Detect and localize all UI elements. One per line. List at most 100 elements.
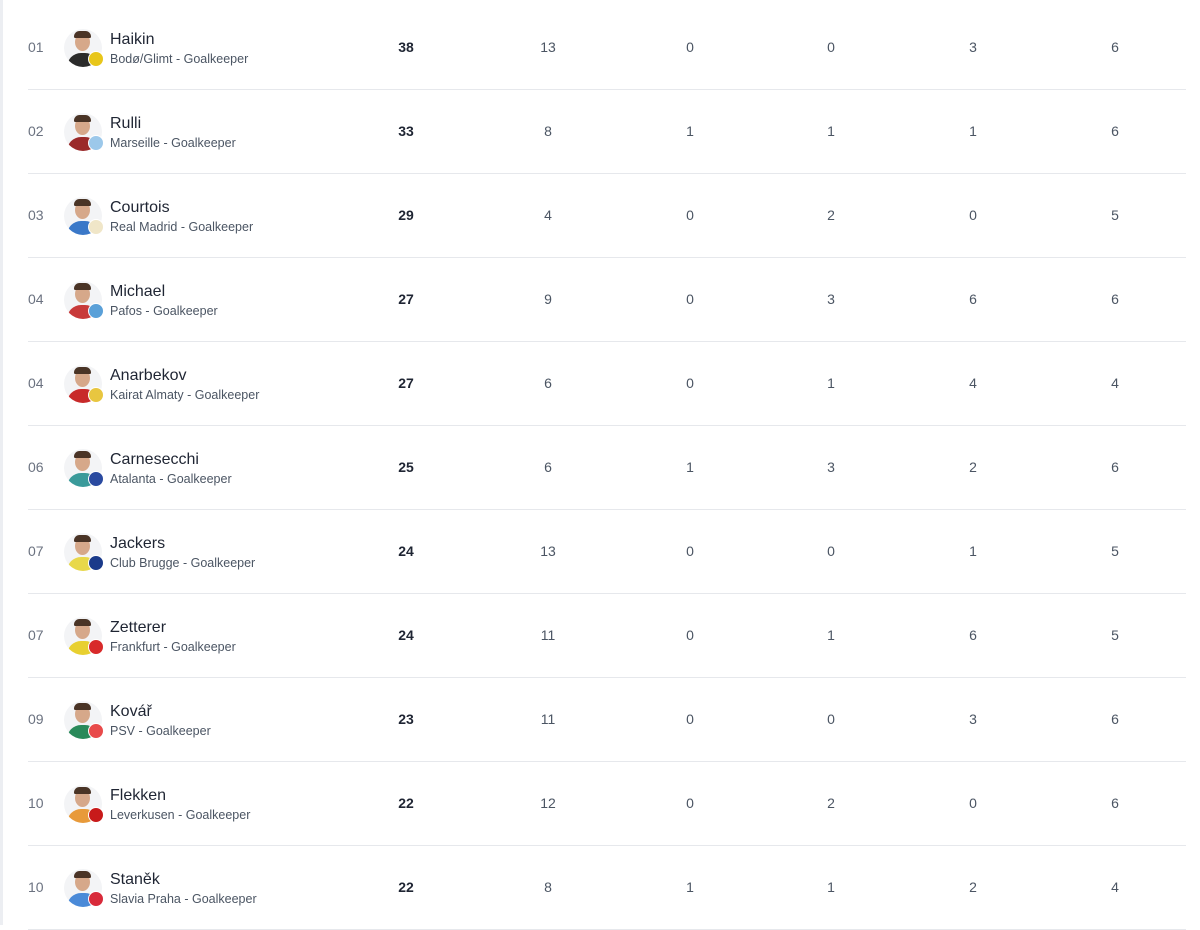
player-row[interactable]: 04 Michael Pafos - Goalkeeper 27 9 0 3 6 6 xyxy=(28,257,1186,342)
player-row[interactable]: 10 Staněk Slavia Praha - Goalkeeper 22 8 1 1… xyxy=(28,845,1186,930)
player-name[interactable]: Courtois xyxy=(110,199,170,216)
player-team-position: Club Brugge - Goalkeeper xyxy=(110,556,256,570)
player-name[interactable]: Staněk xyxy=(110,871,160,888)
stat-value: 4 xyxy=(1111,375,1119,391)
stat-value: 1 xyxy=(827,375,835,391)
player-name[interactable]: Jackers xyxy=(110,535,166,552)
rank: 04 xyxy=(28,375,44,391)
rank: 01 xyxy=(28,39,44,55)
club-badge-icon xyxy=(88,807,104,823)
stat-value: 6 xyxy=(1111,39,1119,55)
stat-value: 5 xyxy=(1111,627,1119,643)
stat-points: 24 xyxy=(398,543,414,559)
stat-value: 1 xyxy=(969,123,977,139)
stat-value: 0 xyxy=(686,207,694,223)
left-border xyxy=(0,0,3,925)
stat-value: 12 xyxy=(540,795,556,811)
stat-value: 3 xyxy=(827,459,835,475)
player-name[interactable]: Zetterer xyxy=(110,619,167,636)
stat-value: 6 xyxy=(544,375,552,391)
stat-value: 2 xyxy=(969,879,977,895)
rank: 03 xyxy=(28,207,44,223)
stat-value: 2 xyxy=(969,459,977,475)
stat-value: 0 xyxy=(686,627,694,643)
player-row[interactable]: 03 Courtois Real Madrid - Goalkeeper 29 4 0… xyxy=(28,173,1186,258)
stat-value: 3 xyxy=(969,39,977,55)
stat-value: 6 xyxy=(1111,123,1119,139)
stat-points: 25 xyxy=(398,459,414,475)
club-badge-icon xyxy=(88,723,104,739)
player-row[interactable]: 01 Haikin Bodø/Glimt - Goalkeeper 38 13 0 0 3… xyxy=(28,5,1186,90)
player-team-position: Slavia Praha - Goalkeeper xyxy=(110,892,257,906)
stat-value: 0 xyxy=(686,39,694,55)
stat-value: 0 xyxy=(686,795,694,811)
player-row[interactable]: 07 Zetterer Frankfurt - Goalkeeper 24 11 0 1… xyxy=(28,593,1186,678)
stat-value: 1 xyxy=(686,879,694,895)
stat-points: 27 xyxy=(398,291,414,307)
player-team-position: Kairat Almaty - Goalkeeper xyxy=(110,388,260,402)
player-row[interactable]: 07 Jackers Club Brugge - Goalkeeper 24 13 0… xyxy=(28,509,1186,594)
stat-value: 2 xyxy=(827,795,835,811)
player-team-position: Frankfurt - Goalkeeper xyxy=(110,640,236,654)
club-badge-icon xyxy=(88,51,104,67)
player-name[interactable]: Haikin xyxy=(110,31,155,48)
player-team-position: Marseille - Goalkeeper xyxy=(110,136,236,150)
stat-value: 13 xyxy=(540,543,556,559)
stat-value: 0 xyxy=(827,39,835,55)
stat-value: 6 xyxy=(1111,795,1119,811)
stat-points: 38 xyxy=(398,39,414,55)
player-row[interactable]: 09 Kovář PSV - Goalkeeper 23 11 0 0 3 6 xyxy=(28,677,1186,762)
stat-value: 2 xyxy=(827,207,835,223)
player-team-position: Atalanta - Goalkeeper xyxy=(110,472,232,486)
stat-value: 9 xyxy=(544,291,552,307)
stat-value: 13 xyxy=(540,39,556,55)
rank: 06 xyxy=(28,459,44,475)
rank: 07 xyxy=(28,627,44,643)
rank: 09 xyxy=(28,711,44,727)
player-name[interactable]: Carnesecchi xyxy=(110,451,199,468)
rank: 02 xyxy=(28,123,44,139)
player-name[interactable]: Michael xyxy=(110,283,166,300)
stat-value: 3 xyxy=(969,711,977,727)
stat-value: 6 xyxy=(1111,459,1119,475)
rank: 07 xyxy=(28,543,44,559)
player-row[interactable]: 02 Rulli Marseille - Goalkeeper 33 8 1 1 1 6 xyxy=(28,89,1186,174)
player-name[interactable]: Kovář xyxy=(110,703,152,720)
stat-value: 6 xyxy=(969,627,977,643)
stat-value: 1 xyxy=(827,123,835,139)
stat-value: 8 xyxy=(544,879,552,895)
stat-value: 0 xyxy=(686,543,694,559)
stat-points: 22 xyxy=(398,879,414,895)
stat-value: 4 xyxy=(544,207,552,223)
stat-value: 5 xyxy=(1111,207,1119,223)
player-name[interactable]: Rulli xyxy=(110,115,142,132)
stat-points: 27 xyxy=(398,375,414,391)
rank: 04 xyxy=(28,291,44,307)
rank: 10 xyxy=(28,795,44,811)
stat-value: 0 xyxy=(686,711,694,727)
player-row[interactable]: 06 Carnesecchi Atalanta - Goalkeeper 25 6 1… xyxy=(28,425,1186,510)
club-badge-icon xyxy=(88,303,104,319)
stat-value: 4 xyxy=(969,375,977,391)
club-badge-icon xyxy=(88,219,104,235)
stat-value: 8 xyxy=(544,123,552,139)
player-team-position: Pafos - Goalkeeper xyxy=(110,304,218,318)
stat-value: 1 xyxy=(827,879,835,895)
club-badge-icon xyxy=(88,135,104,151)
player-row[interactable]: 10 Flekken Leverkusen - Goalkeeper 22 12 0 2… xyxy=(28,761,1186,846)
club-badge-icon xyxy=(88,387,104,403)
stat-value: 0 xyxy=(827,711,835,727)
player-row[interactable]: 04 Anarbekov Kairat Almaty - Goalkeeper 2… xyxy=(28,341,1186,426)
stat-value: 1 xyxy=(969,543,977,559)
stat-points: 24 xyxy=(398,627,414,643)
stat-value: 11 xyxy=(540,711,556,727)
club-badge-icon xyxy=(88,891,104,907)
stat-points: 33 xyxy=(398,123,414,139)
player-name[interactable]: Flekken xyxy=(110,787,167,804)
stat-value: 11 xyxy=(540,627,556,643)
player-team-position: PSV - Goalkeeper xyxy=(110,724,211,738)
player-name[interactable]: Anarbekov xyxy=(110,367,187,384)
stat-value: 6 xyxy=(1111,711,1119,727)
club-badge-icon xyxy=(88,555,104,571)
stat-points: 23 xyxy=(398,711,414,727)
